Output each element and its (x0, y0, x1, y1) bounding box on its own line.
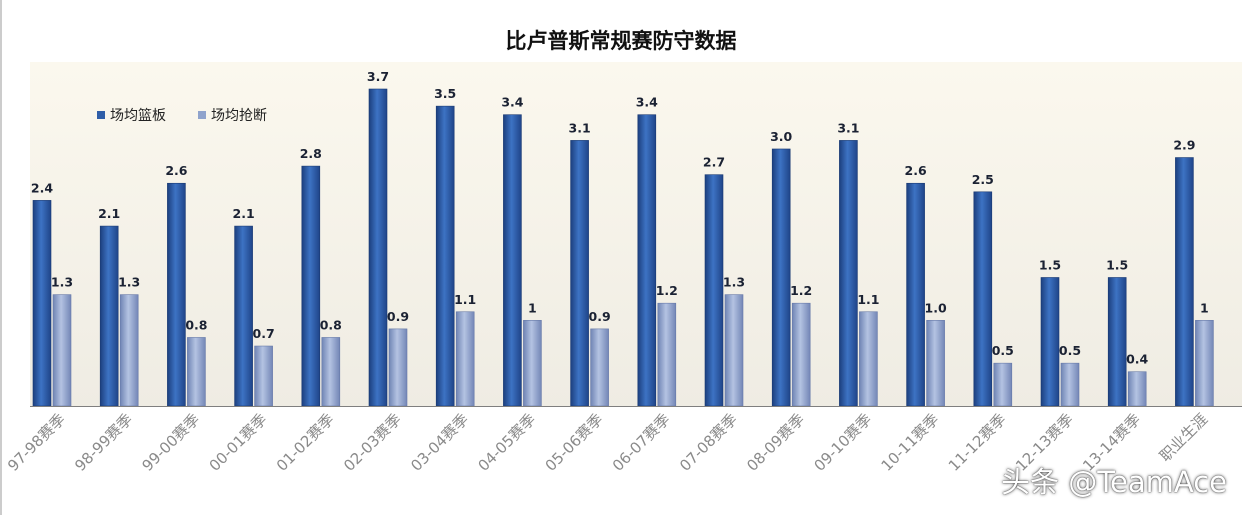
data-label-rebounds-8: 3.1 (569, 120, 591, 135)
bar-steals-17 (1195, 320, 1214, 407)
legend-label-rebounds: 场均篮板 (110, 108, 166, 124)
data-label-steals-1: 1.3 (118, 275, 140, 290)
x-tick-label-9: 06-07赛季 (609, 410, 674, 475)
x-tick-label-13: 10-11赛季 (878, 410, 943, 475)
data-label-rebounds-10: 2.7 (703, 155, 725, 170)
bar-steals-9 (657, 302, 677, 407)
bar-steals-7 (523, 320, 542, 407)
data-label-steals-3: 0.7 (253, 326, 275, 341)
bar-rebounds-13 (906, 182, 925, 407)
x-tick-label-6: 03-04赛季 (407, 410, 472, 475)
x-tick-label-3: 00-01赛季 (206, 410, 271, 475)
bar-steals-2 (187, 337, 206, 407)
x-tick-label-14: 11-12赛季 (945, 410, 1010, 475)
data-label-rebounds-16: 1.5 (1106, 257, 1128, 272)
legend: 场均篮板 场均抢断 (97, 107, 267, 124)
bar-rebounds-6 (435, 105, 455, 407)
bar-rebounds-5 (368, 88, 388, 407)
bar-steals-4 (321, 337, 341, 407)
bar-steals-6 (455, 311, 475, 407)
data-label-rebounds-15: 1.5 (1039, 257, 1061, 272)
bar-rebounds-9 (637, 114, 657, 407)
bar-rebounds-3 (234, 225, 253, 407)
data-label-steals-2: 0.8 (185, 317, 207, 332)
bar-rebounds-2 (167, 182, 186, 407)
data-label-steals-15: 0.5 (1059, 343, 1081, 358)
data-label-rebounds-9: 3.4 (636, 95, 658, 110)
bar-steals-15 (1060, 362, 1080, 407)
data-label-steals-13: 1.0 (925, 300, 947, 315)
x-tick-label-10: 07-08赛季 (676, 410, 741, 475)
legend-swatch-steals (198, 111, 206, 119)
bar-rebounds-16 (1107, 277, 1127, 407)
bar-rebounds-14 (973, 191, 993, 407)
data-label-steals-0: 1.3 (51, 275, 73, 290)
data-label-rebounds-7: 3.4 (501, 95, 523, 110)
chart-title: 比卢普斯常规赛防守数据 (506, 28, 737, 53)
x-tick-label-5: 02-03赛季 (340, 410, 405, 475)
x-tick-label-8: 05-06赛季 (542, 410, 607, 475)
data-label-rebounds-3: 2.1 (233, 206, 255, 221)
bar-steals-11 (791, 302, 811, 407)
data-label-rebounds-1: 2.1 (98, 206, 120, 221)
bar-rebounds-11 (771, 148, 791, 407)
data-labels-group: 2.4 1.3 2.1 1.3 2.6 0.8 2.1 0.7 2.8 0.8 3.7 0.9 3.5 1… (31, 69, 1209, 367)
data-label-steals-4: 0.8 (320, 317, 342, 332)
data-label-steals-11: 1.2 (790, 283, 812, 298)
bar-steals-16 (1127, 371, 1147, 407)
bar-steals-14 (993, 362, 1013, 407)
watermark: 头条 @TeamAce (1001, 465, 1227, 499)
x-tick-label-2: 99-00赛季 (138, 410, 203, 475)
bar-steals-1 (119, 294, 139, 407)
bar-rebounds-17 (1175, 157, 1194, 407)
data-label-rebounds-14: 2.5 (972, 172, 994, 187)
data-label-rebounds-0: 2.4 (31, 180, 53, 195)
bar-steals-3 (254, 345, 273, 407)
x-tick-label-0: 97-98赛季 (4, 410, 69, 475)
bar-rebounds-8 (570, 140, 589, 407)
data-label-rebounds-12: 3.1 (837, 120, 859, 135)
legend-label-steals: 场均抢断 (211, 107, 267, 124)
data-label-rebounds-5: 3.7 (367, 69, 389, 84)
data-label-steals-12: 1.1 (857, 292, 879, 307)
bar-rebounds-0 (32, 200, 52, 407)
bar-steals-10 (724, 294, 744, 407)
data-label-steals-5: 0.9 (387, 309, 409, 324)
data-label-rebounds-13: 2.6 (905, 163, 927, 178)
data-label-steals-14: 0.5 (992, 343, 1014, 358)
bar-steals-8 (590, 328, 609, 407)
data-label-steals-8: 0.9 (589, 309, 611, 324)
bars-group (32, 88, 1214, 407)
bar-steals-0 (52, 294, 72, 407)
data-label-rebounds-4: 2.8 (300, 146, 322, 161)
data-label-steals-10: 1.3 (723, 275, 745, 290)
x-tick-label-12: 09-10赛季 (810, 410, 875, 475)
bar-steals-5 (388, 328, 408, 407)
legend-swatch-rebounds (97, 111, 105, 119)
bar-rebounds-7 (503, 114, 522, 407)
bar-rebounds-4 (301, 165, 321, 407)
data-label-steals-7: 1 (528, 300, 537, 315)
data-label-rebounds-6: 3.5 (434, 86, 456, 101)
plot-background (30, 62, 1242, 407)
bar-rebounds-10 (704, 174, 724, 407)
data-label-rebounds-2: 2.6 (165, 163, 187, 178)
bar-rebounds-15 (1040, 277, 1060, 407)
bar-steals-12 (859, 311, 878, 407)
data-label-rebounds-11: 3.0 (770, 129, 792, 144)
data-label-rebounds-17: 2.9 (1173, 138, 1195, 153)
x-tick-label-11: 08-09赛季 (743, 410, 808, 475)
data-label-steals-16: 0.4 (1126, 352, 1148, 367)
x-tick-label-4: 01-02赛季 (273, 410, 338, 475)
bar-rebounds-1 (99, 225, 119, 407)
bar-steals-13 (926, 320, 945, 407)
x-tick-label-7: 04-05赛季 (474, 410, 539, 475)
data-label-steals-17: 1 (1200, 300, 1209, 315)
x-tick-label-1: 98-99赛季 (71, 410, 136, 475)
x-tick-label-17: 职业生涯 (1156, 410, 1211, 465)
data-label-steals-6: 1.1 (454, 292, 476, 307)
data-label-steals-9: 1.2 (656, 283, 678, 298)
bar-rebounds-12 (839, 140, 858, 407)
